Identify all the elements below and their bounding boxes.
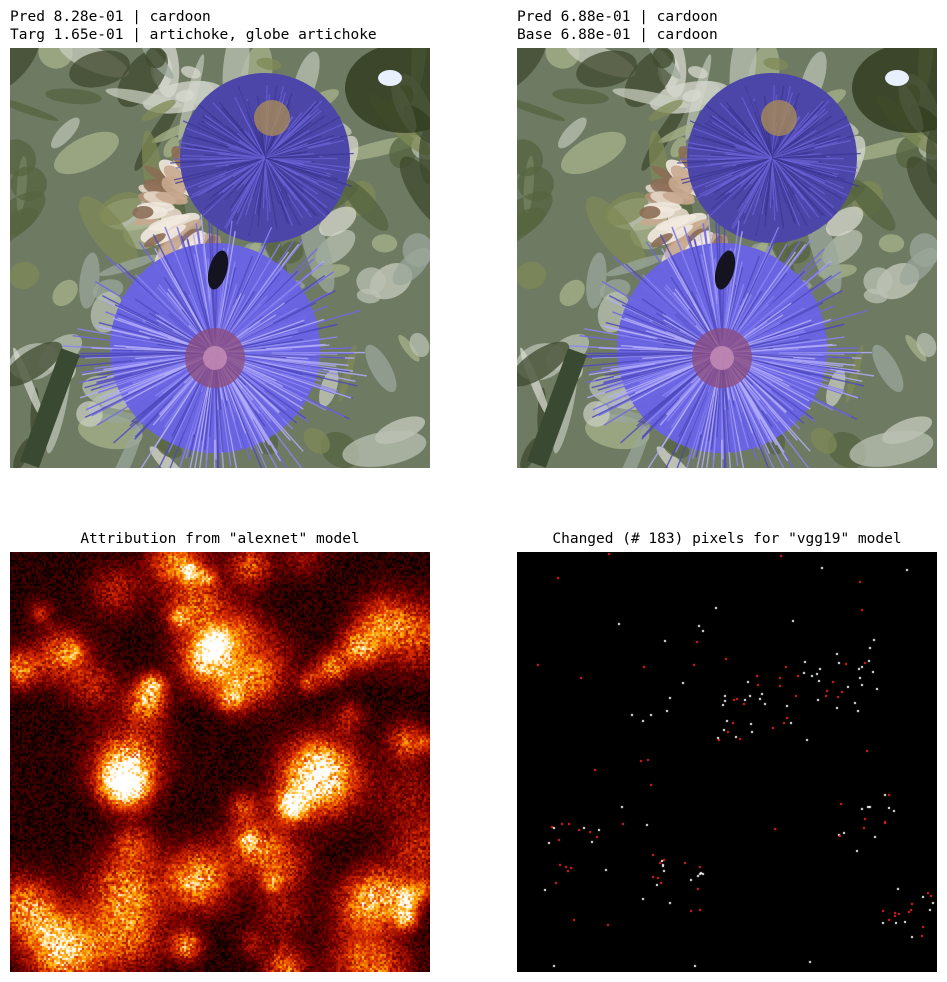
- artichoke-flower-image: [517, 48, 937, 468]
- caption-pred-targ-line1: Pred 8.28e-01 | cardoon: [10, 9, 211, 25]
- artichoke-photo-perturbed: [517, 48, 937, 468]
- caption-attribution: Attribution from "alexnet" model: [80, 531, 360, 547]
- caption-pred-targ-line2: Targ 1.65e-01 | artichoke, globe articho…: [10, 27, 377, 43]
- caption-pred-base-line1: Pred 6.88e-01 | cardoon: [517, 9, 718, 25]
- caption-pred-base-line2: Base 6.88e-01 | cardoon: [517, 27, 718, 43]
- artichoke-photo-original: [10, 48, 430, 468]
- caption-changed-pixels: Changed (# 183) pixels for "vgg19" model: [552, 531, 902, 547]
- changed-pixels-map: [517, 552, 937, 972]
- attribution-heatmap: [10, 552, 430, 972]
- artichoke-flower-image: [10, 48, 430, 468]
